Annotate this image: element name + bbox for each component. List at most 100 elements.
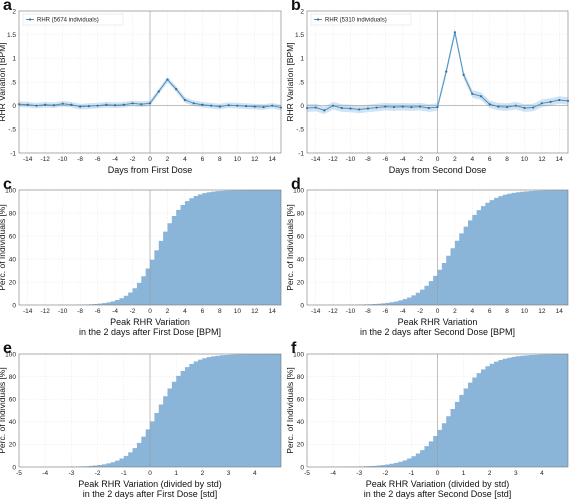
y-tick-label: 100 (293, 351, 304, 358)
x-axis-label-line2: in the 2 days after Second Dose [BPM] (360, 327, 515, 337)
y-tick-label: 0 (300, 302, 304, 309)
x-tick-label: 0 (436, 470, 440, 477)
y-tick-label: .5 (11, 79, 17, 86)
y-tick-label: 20 (297, 279, 305, 286)
y-tick-label: 60 (297, 233, 305, 240)
x-tick-label: -6 (95, 308, 101, 315)
y-tick-label: -1 (298, 150, 304, 157)
data-point (113, 104, 117, 107)
data-point (140, 103, 143, 106)
data-point (166, 78, 169, 81)
x-axis-label-line2: in the 2 days after First Dose [std] (83, 489, 218, 499)
x-tick-label: 8 (218, 156, 222, 163)
y-tick-label: 60 (9, 233, 17, 240)
data-point (183, 98, 187, 102)
y-tick-label: 1.5 (295, 32, 304, 39)
y-tick-label: 80 (9, 374, 17, 381)
data-point (453, 31, 456, 34)
data-point (532, 106, 535, 109)
y-axis-label: Perc. of Individuals [%] (285, 204, 295, 290)
data-point (262, 105, 265, 109)
x-tick-label: 3 (514, 470, 518, 477)
x-tick-label: 2 (453, 308, 457, 315)
data-point (271, 104, 274, 107)
y-tick-label: 0 (300, 103, 304, 110)
x-tick-label: -6 (382, 156, 388, 163)
legend: RHR (5310 individuals) (310, 13, 412, 26)
data-point (227, 104, 230, 107)
x-tick-label: -4 (330, 470, 336, 477)
panel-b: RHR (5310 individuals)-14 -12 -10 -8 -6 -4 -2 0… (285, 0, 569, 175)
panel-letter: f (291, 340, 297, 357)
x-tick-label: -1 (409, 470, 415, 477)
x-tick-label: 2 (488, 470, 492, 477)
y-axis-label: RHR Variation [BPM] (0, 42, 7, 121)
y-tick-label: 0 (12, 103, 16, 110)
y-tick-label: 80 (9, 210, 17, 217)
x-tick-label: -2 (130, 308, 136, 315)
x-axis-label: Peak RHR Variation (divided by std) (366, 479, 509, 489)
panel-d: -14 -12 -10 -8 -6 -4 -2 0 2 4 6 8 10 12 14 0 20 40 60 80 100… (285, 176, 569, 337)
x-tick-label: -2 (417, 308, 423, 315)
y-axis-label: Perc. of Individuals [%] (0, 367, 7, 453)
x-tick-label: -5 (16, 470, 22, 477)
x-tick-label: 2 (453, 156, 457, 163)
y-tick-label: 100 (5, 187, 16, 194)
data-point (375, 106, 378, 109)
data-point (210, 104, 213, 107)
plot-frame (306, 189, 569, 306)
y-tick-label: 1 (12, 56, 16, 63)
x-tick-label: -8 (365, 308, 371, 315)
data-point (148, 102, 152, 105)
x-tick-label: -5 (304, 470, 310, 477)
x-axis-label: Peak RHR Variation (110, 317, 190, 327)
panel-a: RHR (5674 individuals)-14 -12 -10 -8 -6 -4 -2 0… (0, 0, 283, 175)
data-point (236, 104, 239, 107)
x-tick-label: -4 (42, 470, 48, 477)
legend-marker (316, 18, 320, 21)
plot-frame (18, 353, 282, 468)
x-tick-label: -4 (112, 156, 118, 163)
y-tick-label: 0 (300, 464, 304, 471)
x-tick-label: -14 (23, 156, 33, 163)
x-tick-label: 12 (538, 156, 546, 163)
legend-box (310, 13, 412, 26)
y-tick-label: 1 (300, 56, 304, 63)
data-point (340, 106, 343, 110)
data-point (549, 100, 552, 103)
y-tick-label: 60 (297, 397, 305, 404)
data-point (175, 88, 178, 91)
data-point (87, 105, 90, 108)
y-tick-label: 20 (9, 279, 17, 286)
x-tick-label: 8 (218, 308, 222, 315)
y-axis-label: Perc. of Individuals [%] (285, 367, 295, 453)
x-tick-label: 12 (251, 156, 259, 163)
x-tick-label: -4 (400, 156, 406, 163)
cumulative-bars (19, 190, 281, 305)
data-point (349, 107, 352, 110)
x-tick-label: -10 (58, 308, 68, 315)
y-tick-label: -.5 (296, 127, 304, 134)
x-tick-label: 10 (234, 156, 242, 163)
x-tick-label: -2 (382, 470, 388, 477)
x-tick-label: -10 (58, 156, 68, 163)
x-tick-label: 0 (436, 156, 440, 163)
data-point (392, 105, 396, 109)
y-tick-label: 80 (297, 374, 305, 381)
y-tick-label: 40 (297, 419, 305, 426)
x-tick-label: 2 (166, 308, 170, 315)
data-point (314, 106, 317, 109)
data-point (436, 105, 439, 109)
data-point (52, 104, 56, 107)
y-tick-label: 20 (297, 442, 305, 449)
data-point (479, 95, 483, 98)
x-tick-label: -2 (130, 156, 136, 163)
data-point (79, 105, 82, 108)
data-point (332, 104, 335, 107)
data-point (523, 106, 526, 110)
x-tick-label: 2 (166, 156, 170, 163)
y-tick-label: 80 (297, 210, 305, 217)
data-point (157, 90, 160, 93)
x-tick-label: -14 (311, 156, 321, 163)
x-tick-label: 0 (436, 308, 440, 315)
